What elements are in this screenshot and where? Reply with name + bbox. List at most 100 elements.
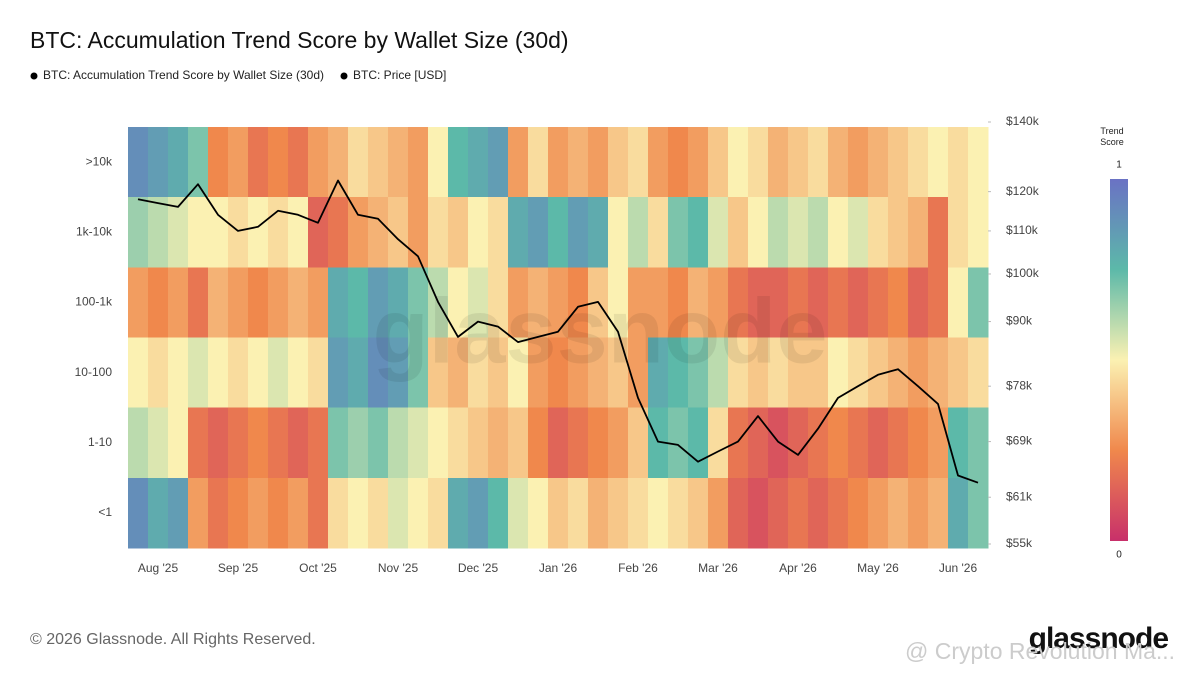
- heatmap-cell: [788, 407, 809, 479]
- heatmap-cell: [488, 337, 509, 409]
- heatmap-cell: [148, 407, 169, 479]
- heatmap-cell: [928, 197, 949, 268]
- heatmap-cell: [648, 407, 669, 479]
- heatmap-cell: [248, 197, 269, 268]
- heatmap-cell: [128, 407, 149, 479]
- heatmap-cell: [188, 267, 209, 339]
- heatmap-cell: [448, 267, 469, 339]
- heatmap-cell: [628, 477, 649, 549]
- heatmap-cell: [528, 337, 549, 409]
- heatmap-cell: [508, 197, 529, 268]
- heatmap-cell: [288, 477, 309, 549]
- heatmap-cell: [928, 127, 949, 198]
- x-tick-label: Jan '26: [539, 561, 578, 575]
- heatmap-cell: [808, 407, 829, 479]
- heatmap-cell: [248, 267, 269, 339]
- heatmap-cell: [168, 477, 189, 549]
- heatmap-cell: [868, 127, 889, 198]
- heatmap-cell: [948, 407, 969, 479]
- heatmap-cell: [188, 477, 209, 549]
- heatmap-cell: [448, 337, 469, 409]
- heatmap-cell: [188, 197, 209, 268]
- heatmap-cell: [508, 127, 529, 198]
- heatmap-cell: [268, 127, 289, 198]
- heatmap-cell: [908, 337, 929, 409]
- heatmap-cell: [668, 127, 689, 198]
- x-tick-label: Mar '26: [698, 561, 738, 575]
- heatmap-cell: [748, 477, 769, 549]
- heatmap-cell: [888, 267, 909, 339]
- heatmap-cell: [708, 267, 729, 339]
- heatmap-cell: [768, 197, 789, 268]
- heatmap-cell: [228, 337, 249, 409]
- heatmap-cell: [688, 337, 709, 409]
- heatmap-cell: [228, 127, 249, 198]
- heatmap-cell: [608, 267, 629, 339]
- heatmap-cell: [428, 477, 449, 549]
- heatmap-cell: [208, 337, 229, 409]
- heatmap-cell: [808, 267, 829, 339]
- heatmap-cell: [808, 477, 829, 549]
- heatmap-cell: [488, 407, 509, 479]
- heatmap-cell: [408, 337, 429, 409]
- heatmap-cell: [468, 197, 489, 268]
- heatmap-cell: [668, 407, 689, 479]
- heatmap-cell: [328, 477, 349, 549]
- heatmap-cell: [768, 477, 789, 549]
- chart-title: BTC: Accumulation Trend Score by Wallet …: [30, 27, 569, 53]
- heatmap-cell: [308, 267, 329, 339]
- heatmap-cell: [648, 477, 669, 549]
- heatmap-cell: [268, 477, 289, 549]
- heatmap-cell: [168, 337, 189, 409]
- heatmap-cell: [728, 127, 749, 198]
- heatmap-cell: [548, 197, 569, 268]
- heatmap-cell: [648, 197, 669, 268]
- heatmap-cell: [748, 127, 769, 198]
- heatmap-cell: [808, 197, 829, 268]
- y2-tick-label: $61k: [1006, 489, 1033, 503]
- heatmap-cell: [888, 197, 909, 268]
- heatmap-cell: [668, 197, 689, 268]
- x-tick-label: Aug '25: [138, 561, 179, 575]
- heatmap-cell: [128, 197, 149, 268]
- heatmap-cell: [208, 477, 229, 549]
- heatmap-cell: [548, 477, 569, 549]
- heatmap-cell: [828, 337, 849, 409]
- legend-label: BTC: Accumulation Trend Score by Wallet …: [43, 68, 324, 82]
- heatmap-cell: [948, 477, 969, 549]
- legend-label: BTC: Price [USD]: [353, 68, 446, 82]
- heatmap-cell: [448, 407, 469, 479]
- heatmap-cell: [308, 477, 329, 549]
- heatmap-cell: [968, 337, 989, 409]
- heatmap-cell: [468, 337, 489, 409]
- heatmap-cell: [768, 267, 789, 339]
- heatmap-cell: [708, 477, 729, 549]
- y2-tick-label: $110k: [1006, 223, 1039, 237]
- y2-tick-label: $90k: [1006, 314, 1033, 328]
- heatmap-cell: [168, 407, 189, 479]
- heatmap-cell: [548, 337, 569, 409]
- x-tick-label: Feb '26: [618, 561, 658, 575]
- heatmap-cell: [148, 337, 169, 409]
- heatmap-cell: [328, 337, 349, 409]
- heatmap-cell: [388, 197, 409, 268]
- heatmap-cell: [248, 477, 269, 549]
- heatmap-cell: [508, 407, 529, 479]
- heatmap-cell: [448, 197, 469, 268]
- heatmap-cell: [528, 477, 549, 549]
- heatmap-cell: [808, 127, 829, 198]
- heatmap-cell: [588, 337, 609, 409]
- heatmap-cell: [748, 267, 769, 339]
- heatmap-cell: [688, 477, 709, 549]
- heatmap-cell: [228, 407, 249, 479]
- heatmap-cell: [728, 197, 749, 268]
- heatmap-cell: [348, 337, 369, 409]
- heatmap-cell: [908, 197, 929, 268]
- heatmap-cell: [488, 197, 509, 268]
- heatmap-cell: [348, 267, 369, 339]
- heatmap-cell: [328, 197, 349, 268]
- heatmap-cell: [368, 267, 389, 339]
- heatmap-cell: [728, 267, 749, 339]
